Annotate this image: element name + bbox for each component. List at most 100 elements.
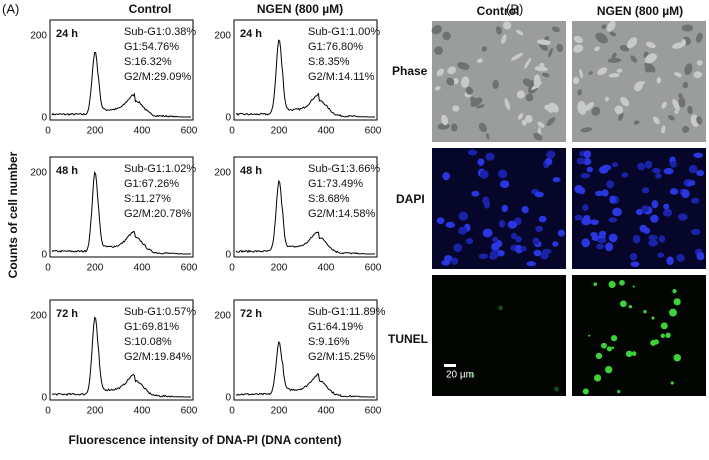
cell	[591, 106, 601, 116]
nucleus	[507, 220, 518, 229]
nucleus	[652, 167, 661, 174]
nucleus	[478, 253, 488, 260]
nucleus	[669, 188, 679, 195]
phase-stat: Sub-G1:11.89%	[308, 306, 386, 318]
cell	[447, 66, 456, 75]
time-label: 72 h	[56, 308, 78, 320]
nucleus	[450, 257, 459, 265]
x-tick-label: 600	[181, 263, 198, 274]
nucleus	[677, 213, 688, 221]
cell	[618, 112, 624, 121]
nucleus	[498, 169, 508, 179]
cell	[693, 71, 703, 79]
nucleus	[681, 189, 690, 199]
nucleus	[471, 190, 480, 197]
cell	[579, 68, 583, 79]
cell	[531, 81, 542, 90]
nucleus	[482, 196, 490, 205]
cell	[644, 66, 653, 73]
cell	[597, 67, 608, 76]
image-background	[572, 275, 706, 396]
cell	[492, 79, 499, 89]
cell	[495, 26, 502, 35]
cell	[434, 86, 441, 91]
nucleus	[538, 215, 547, 223]
phase-stat: G1:67.26%	[124, 178, 179, 190]
cell	[614, 105, 624, 115]
nucleus	[651, 200, 659, 209]
nucleus	[598, 166, 609, 174]
nucleus	[510, 232, 518, 240]
cell	[516, 90, 525, 99]
cell	[674, 72, 682, 77]
plot-frame	[49, 156, 194, 258]
nucleus	[532, 237, 540, 245]
phase-stat: G1:76.80%	[308, 41, 363, 53]
x-tick-label: 200	[271, 406, 288, 417]
y-tick-label: 200	[30, 31, 47, 42]
scale-bar-label: 20 µm	[446, 370, 474, 381]
cell	[536, 39, 551, 46]
phase-stat: Sub-G1:1.02%	[124, 163, 196, 175]
tunel-signal	[625, 350, 633, 358]
cell	[511, 52, 523, 61]
cell	[661, 101, 667, 109]
y-tick-label: 0	[41, 113, 47, 124]
nucleus	[655, 173, 662, 179]
column-header: NGEN (800 µM)	[597, 4, 683, 18]
cell	[577, 100, 587, 115]
cell	[572, 76, 580, 85]
tunel-signal	[498, 305, 503, 311]
cell	[577, 89, 583, 96]
x-tick-label: 400	[134, 263, 151, 274]
nucleus	[637, 162, 646, 171]
y-tick-label: 0	[41, 250, 47, 261]
cell	[605, 96, 609, 102]
x-tick-label: 400	[318, 126, 335, 137]
cell	[465, 86, 474, 95]
panel-label: (A)	[2, 1, 19, 16]
nucleus	[545, 157, 553, 166]
x-tick-label: 600	[181, 406, 198, 417]
micrograph	[572, 148, 706, 269]
cell	[656, 77, 662, 84]
cell	[516, 29, 524, 36]
cell	[645, 41, 656, 49]
cell	[525, 93, 534, 102]
nucleus	[479, 169, 489, 179]
y-tick-label: 0	[41, 393, 47, 404]
tunel-signal	[606, 346, 612, 352]
cell	[537, 121, 545, 128]
nucleus	[648, 234, 658, 241]
image-background	[432, 275, 566, 396]
cell	[524, 57, 531, 69]
x-tick-label: 0	[229, 263, 235, 274]
panel-label: (B)	[506, 1, 523, 16]
time-label: 72 h	[240, 308, 262, 320]
nucleus	[580, 172, 591, 179]
time-label: 24 h	[240, 28, 262, 40]
cell	[478, 122, 487, 133]
nucleus	[582, 204, 589, 211]
nucleus	[467, 149, 478, 156]
nucleus	[629, 253, 638, 261]
cell	[661, 125, 666, 134]
cell	[678, 93, 683, 99]
tunel-signal	[601, 342, 607, 349]
nucleus	[552, 241, 559, 247]
nucleus	[608, 217, 618, 223]
nucleus	[670, 161, 677, 168]
x-tick-label: 200	[87, 263, 104, 274]
nucleus	[515, 244, 523, 254]
phase-stat: S:8.35%	[308, 56, 350, 68]
plot-frame	[49, 299, 194, 401]
phase-stat: Sub-G1:0.57%	[124, 306, 196, 318]
nucleus	[630, 261, 640, 267]
cell	[476, 104, 485, 109]
cell	[595, 32, 608, 44]
tunel-signal	[588, 334, 591, 337]
cell	[630, 55, 638, 63]
phase-stat: G2/M:19.84%	[124, 351, 191, 363]
phase-stat: S:10.08%	[124, 336, 172, 348]
tunel-signal	[582, 388, 589, 395]
